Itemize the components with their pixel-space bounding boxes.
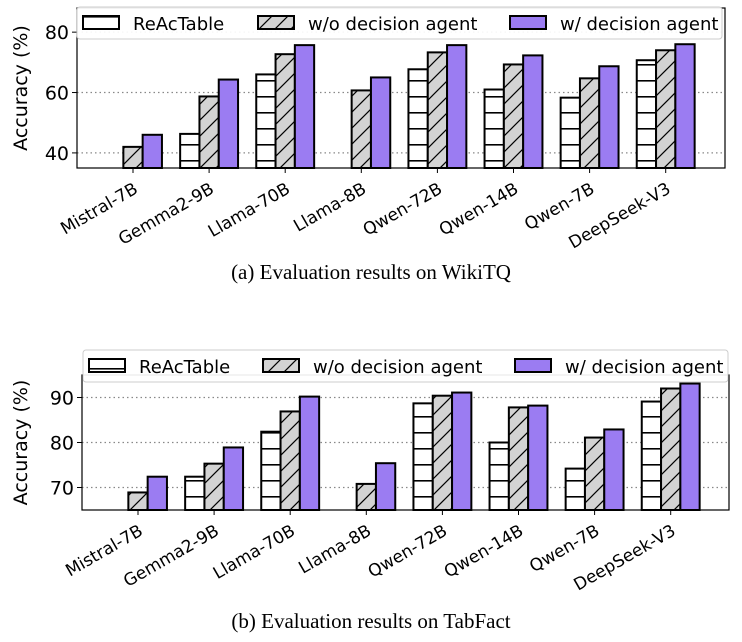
chart-caption: (b) Evaluation results on TabFact bbox=[231, 609, 510, 633]
y-axis-label: Accuracy (%) bbox=[10, 380, 32, 506]
x-tick-label: Llama-70B bbox=[205, 179, 294, 242]
bar-without-decision-agent bbox=[127, 491, 149, 512]
bar-reactable bbox=[564, 467, 586, 512]
y-axis-label: Accuracy (%) bbox=[10, 25, 32, 151]
legend-label: w/o decision agent bbox=[308, 14, 477, 35]
x-tick-label: Qwen-72B bbox=[365, 521, 451, 582]
y-tick-label: 70 bbox=[50, 478, 74, 500]
legend-label: w/ decision agent bbox=[560, 14, 718, 35]
bar-with-decision-agent bbox=[674, 43, 696, 169]
bar-without-decision-agent bbox=[655, 49, 677, 169]
bar-with-decision-agent bbox=[146, 475, 168, 512]
bar-with-decision-agent bbox=[141, 133, 163, 169]
legend-swatch bbox=[514, 358, 552, 373]
bar-with-decision-agent bbox=[446, 44, 468, 170]
bar-with-decision-agent bbox=[222, 446, 245, 512]
bar-reactable bbox=[407, 68, 429, 169]
y-tick-label: 80 bbox=[50, 433, 74, 455]
x-tick-label: Qwen-14B bbox=[436, 179, 522, 240]
bar-without-decision-agent bbox=[578, 77, 601, 169]
bar-without-decision-agent bbox=[203, 462, 225, 511]
legend-label: w/o decision agent bbox=[313, 357, 482, 378]
bar-with-decision-agent bbox=[598, 65, 620, 169]
y-tick-label: 80 bbox=[45, 22, 69, 44]
bar-without-decision-agent bbox=[350, 89, 372, 169]
x-tick-label: Qwen-14B bbox=[441, 521, 527, 582]
chart-caption: (a) Evaluation results on WikiTQ bbox=[231, 260, 511, 284]
bar-without-decision-agent bbox=[583, 436, 606, 511]
legend-swatch bbox=[509, 15, 547, 30]
x-tick-label: Qwen-72B bbox=[360, 179, 446, 240]
legend: ReAcTable w/o decision agent w/ decision a… bbox=[82, 349, 729, 383]
bar-without-decision-agent bbox=[507, 406, 530, 511]
legend-swatch bbox=[262, 358, 300, 373]
y-tick-label: 40 bbox=[45, 143, 69, 165]
x-tick-label: Llama-70B bbox=[210, 521, 299, 584]
bar-without-decision-agent bbox=[660, 387, 682, 511]
legend-label: w/ decision agent bbox=[565, 357, 723, 378]
legend-label: ReAcTable bbox=[139, 357, 230, 378]
bar-reactable bbox=[559, 96, 581, 169]
bar-without-decision-agent bbox=[502, 63, 525, 169]
legend-box bbox=[82, 349, 729, 383]
bar-reactable bbox=[412, 402, 434, 512]
bar-without-decision-agent bbox=[198, 95, 220, 169]
bar-without-decision-agent bbox=[355, 482, 377, 511]
bar-reactable bbox=[483, 88, 505, 169]
legend-swatch bbox=[82, 15, 120, 30]
y-tick-label: 90 bbox=[50, 388, 74, 410]
bar-with-decision-agent bbox=[374, 462, 397, 512]
bar-reactable bbox=[184, 475, 206, 512]
bar-with-decision-agent bbox=[369, 76, 392, 169]
legend-swatch bbox=[88, 358, 126, 373]
bar-with-decision-agent bbox=[217, 78, 240, 169]
bar-with-decision-agent bbox=[522, 54, 544, 169]
bar-without-decision-agent bbox=[431, 394, 454, 512]
x-tick-label: Llama-8B bbox=[295, 521, 374, 578]
bar-with-decision-agent bbox=[527, 404, 549, 512]
legend-box bbox=[76, 6, 723, 40]
bar-without-decision-agent bbox=[279, 410, 301, 512]
bar-with-decision-agent bbox=[451, 391, 473, 511]
bar-with-decision-agent bbox=[293, 44, 316, 170]
legend: ReAcTable w/o decision agent w/ decision a… bbox=[76, 6, 723, 40]
bar-reactable bbox=[640, 400, 663, 511]
bar-with-decision-agent bbox=[603, 428, 625, 512]
bar-reactable bbox=[260, 430, 282, 512]
bar-without-decision-agent bbox=[426, 51, 449, 169]
y-tick-label: 60 bbox=[45, 83, 69, 105]
bar-reactable bbox=[179, 132, 201, 170]
bar-reactable bbox=[255, 73, 277, 169]
bar-with-decision-agent bbox=[298, 395, 321, 512]
bar-without-decision-agent bbox=[122, 145, 144, 169]
bar-with-decision-agent bbox=[679, 382, 701, 511]
bar-reactable bbox=[635, 59, 658, 169]
x-tick-label: Llama-8B bbox=[290, 179, 369, 236]
legend-label: ReAcTable bbox=[133, 14, 224, 35]
legend-swatch bbox=[257, 15, 295, 30]
bar-without-decision-agent bbox=[274, 53, 296, 169]
bar-reactable bbox=[488, 441, 510, 511]
